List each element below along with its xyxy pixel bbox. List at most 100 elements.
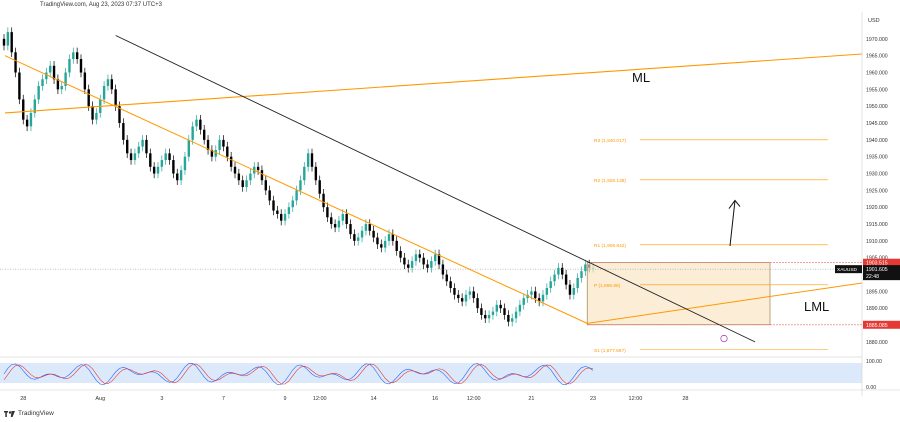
oscillator-pane: [0, 363, 862, 385]
candle-body: [18, 72, 21, 100]
price-axis-bg: [862, 0, 900, 422]
candle-body: [326, 207, 329, 218]
candle-body: [145, 139, 148, 154]
candle-body: [457, 294, 460, 299]
candle-body: [403, 257, 406, 265]
y-tick-label: 1895.000: [866, 289, 888, 295]
x-tick-label: Aug: [95, 396, 105, 402]
candle-body: [495, 304, 498, 312]
candle-body: [306, 153, 310, 167]
candle-body: [557, 267, 560, 275]
candle-body: [233, 166, 237, 174]
ml-annotation: ML: [632, 70, 650, 85]
y-tick-label: 1945.000: [866, 121, 888, 127]
range-box: [586, 262, 771, 326]
y-tick-label: 1965.000: [866, 54, 888, 60]
range-top-price-tag-bg: [863, 258, 900, 267]
lower-median-line: [587, 282, 862, 324]
x-tick-label: 7: [222, 396, 225, 402]
candle-body: [33, 99, 36, 113]
candle-body: [453, 288, 456, 295]
candle-body: [156, 166, 160, 174]
candle-body: [314, 166, 318, 181]
y-tick-label: 1880.000: [866, 340, 888, 346]
y-tick-label: 1915.000: [866, 222, 888, 228]
candle-body: [245, 180, 248, 187]
range-bottom-price-tag: 1885.085: [866, 323, 888, 329]
candle-body: [164, 153, 167, 161]
x-tick-label: 16: [432, 396, 438, 402]
x-tick-label: 28: [682, 396, 688, 402]
candle-body: [29, 112, 33, 127]
candle-body: [249, 173, 252, 181]
candle-body: [383, 240, 387, 248]
y-tick-label: 1890.000: [866, 306, 888, 312]
y-tick-label: 1925.000: [866, 188, 888, 194]
candle-body: [126, 139, 129, 154]
candle-body: [380, 244, 383, 248]
candle-body: [472, 291, 475, 299]
candle-body: [56, 79, 60, 90]
x-tick-label: 14: [371, 396, 377, 402]
y-tick-label: 1910.000: [866, 239, 888, 245]
candle-body: [460, 298, 464, 302]
candle-body: [264, 180, 267, 191]
candle-body: [507, 314, 510, 322]
candle-body: [445, 274, 448, 282]
candle-body: [545, 288, 549, 295]
candle-body: [568, 284, 572, 295]
pivot-label-p: P (1,896.96): [594, 283, 621, 289]
candle-body: [376, 237, 379, 245]
candle-body: [333, 224, 337, 228]
event-lightning-icon[interactable]: [720, 334, 728, 343]
x-tick-label: 9: [284, 396, 287, 402]
lower-parallel-line: [4, 55, 588, 324]
candle-body: [349, 224, 352, 235]
candle-body: [322, 193, 325, 208]
y-tick-label: 1960.000: [866, 71, 888, 77]
candle-body: [152, 166, 156, 174]
candle-body: [45, 72, 48, 80]
candle-body: [410, 261, 414, 268]
countdown-tag: 22:48: [866, 274, 879, 280]
candle-body: [160, 160, 164, 167]
candle-body: [206, 139, 210, 150]
y-tick-label: 1920.000: [866, 205, 888, 211]
tradingview-logo: TradingView: [4, 410, 54, 417]
current-price-tag-bg: [863, 265, 900, 281]
candle-body: [25, 119, 29, 127]
candle-body: [2, 38, 6, 46]
y-tick-label: 1970.000: [866, 37, 888, 43]
y-tick-label: 1905.000: [866, 256, 888, 262]
candle-body: [464, 294, 468, 302]
candle-body: [14, 52, 17, 73]
candle-body: [210, 149, 214, 157]
candle-body: [580, 271, 583, 278]
candle-body: [168, 153, 171, 161]
y-tick-label: 1940.000: [866, 138, 888, 144]
candle-body: [237, 173, 241, 181]
candle-body: [37, 85, 40, 100]
candle-body: [106, 79, 110, 86]
candle-body: [391, 234, 395, 241]
candle-body: [511, 318, 514, 322]
x-tick-label: 21: [528, 396, 534, 402]
current-price-tag: 1901.605: [866, 267, 888, 273]
symbol-tag: XAUUSD: [837, 267, 858, 273]
time-axis[interactable]: 28 Aug 3 7 9 12:00 14 16 12:00 21 23 12:00 28: [0, 389, 900, 402]
candle-body: [541, 294, 545, 302]
price-axis[interactable]: USD 1970.000 1965.000 1960.000 1955.000 1950.…: [835, 0, 900, 422]
candle-body: [91, 106, 94, 120]
candle-body: [280, 213, 283, 221]
candle-body: [226, 146, 229, 157]
footer-logo-text: TradingView: [18, 410, 54, 417]
candle-body: [102, 85, 106, 100]
candle-body: [72, 52, 75, 60]
candle-body: [441, 264, 445, 275]
candle-body: [468, 291, 472, 295]
candle-body: [522, 298, 525, 305]
candle-body: [64, 72, 67, 86]
candle-body: [484, 314, 487, 319]
symbol-tag-bg: [835, 265, 862, 274]
